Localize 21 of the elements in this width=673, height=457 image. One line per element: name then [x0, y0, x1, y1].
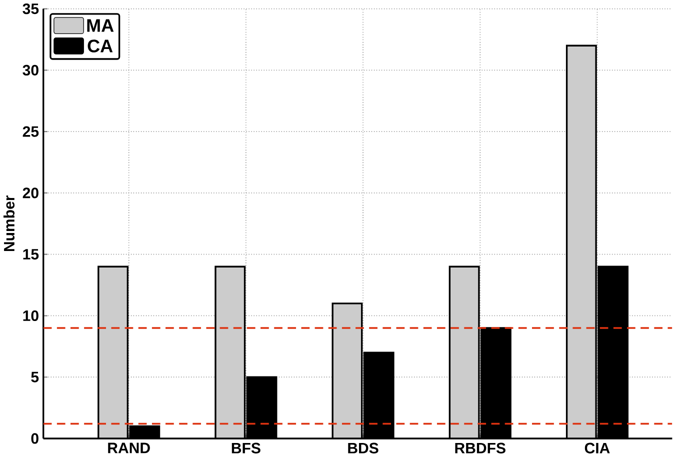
- bar: [332, 303, 362, 439]
- y-tick-label: 25: [22, 126, 39, 137]
- bar: [450, 266, 479, 439]
- bar: [566, 44, 597, 439]
- y-tick-label: 5: [31, 372, 39, 382]
- y-tick-label: 20: [22, 188, 38, 198]
- y-tick-label: 15: [23, 249, 39, 260]
- x-tick-label: BDS: [348, 442, 378, 454]
- bar: [215, 266, 245, 439]
- x-tick-label: BFS: [232, 442, 260, 454]
- legend-label: MA: [87, 19, 114, 32]
- y-tick-label: 30: [22, 64, 38, 76]
- legend-label: CA: [88, 40, 113, 52]
- y-axis-title: Number: [3, 196, 15, 252]
- bar: [98, 266, 128, 439]
- y-tick-label: 0: [31, 433, 38, 444]
- y-tick-label: 10: [23, 310, 38, 322]
- x-tick-label: CIA: [584, 442, 610, 454]
- y-tick-label: 35: [22, 4, 39, 14]
- x-tick-label: RBDFS: [455, 442, 506, 454]
- x-tick-label: RAND: [108, 442, 150, 454]
